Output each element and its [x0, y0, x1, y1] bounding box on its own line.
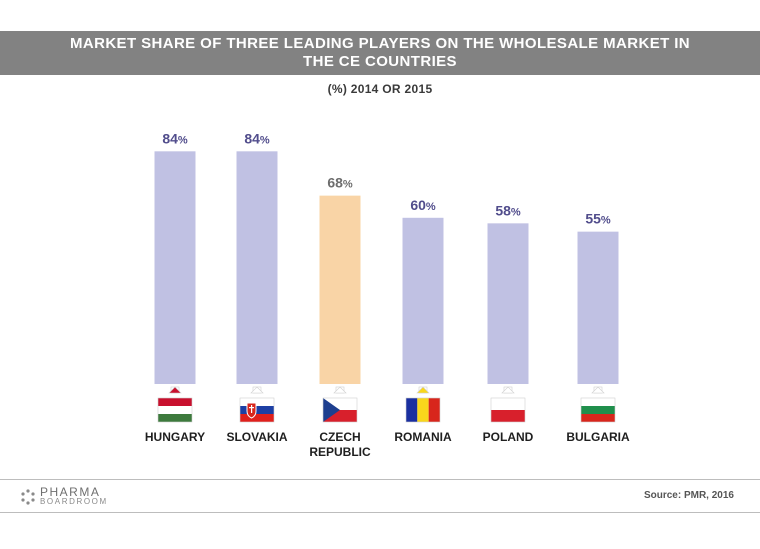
bar-2	[319, 195, 361, 384]
hungary-flag-icon	[157, 386, 193, 423]
logo-main-text: PHARMA	[40, 485, 101, 499]
bar-1	[236, 151, 278, 384]
logo-dots-icon	[21, 489, 35, 505]
chart-subtitle: (%) 2014 OR 2015	[327, 82, 433, 96]
pharma-boardroom-logo: PHARMA BOARDROOM	[20, 486, 108, 508]
category-label-4: POLAND	[483, 430, 534, 444]
bar-3	[402, 217, 444, 384]
category-label-0: HUNGARY	[145, 430, 205, 444]
footer-divider-top	[0, 479, 760, 480]
value-label-0: 84%	[162, 130, 188, 146]
chart-title-line-2: THE CE COUNTRIES	[303, 53, 457, 70]
bar-0	[154, 151, 196, 384]
value-label-4: 58%	[495, 202, 521, 218]
romania-flag-icon	[405, 386, 441, 423]
logo-sub-text: BOARDROOM	[40, 497, 108, 506]
chart-title-line-1: MARKET SHARE OF THREE LEADING PLAYERS ON…	[69, 35, 691, 52]
category-label-5: BULGARIA	[566, 430, 630, 444]
source-note: Source: PMR, 2016	[643, 490, 734, 501]
category-label-2: CZECH	[319, 430, 360, 444]
category-label-3: ROMANIA	[394, 430, 452, 444]
footer-divider-bottom	[0, 512, 760, 513]
poland-flag-icon	[490, 386, 526, 423]
chart-title: MARKET SHARE OF THREE LEADING PLAYERS ON…	[0, 31, 760, 75]
value-label-1: 84%	[244, 130, 270, 146]
czech-flag-icon	[322, 386, 358, 423]
value-label-2: 68%	[327, 175, 353, 191]
category-label-1: SLOVAKIA	[226, 430, 287, 444]
bar-4	[487, 223, 529, 384]
bar-5	[577, 231, 619, 384]
value-label-3: 60%	[410, 197, 436, 213]
category-label-2-line-2: REPUBLIC	[309, 445, 371, 459]
slovakia-flag-icon	[239, 386, 275, 423]
value-label-5: 55%	[585, 211, 611, 227]
bulgaria-flag-icon	[580, 386, 616, 423]
